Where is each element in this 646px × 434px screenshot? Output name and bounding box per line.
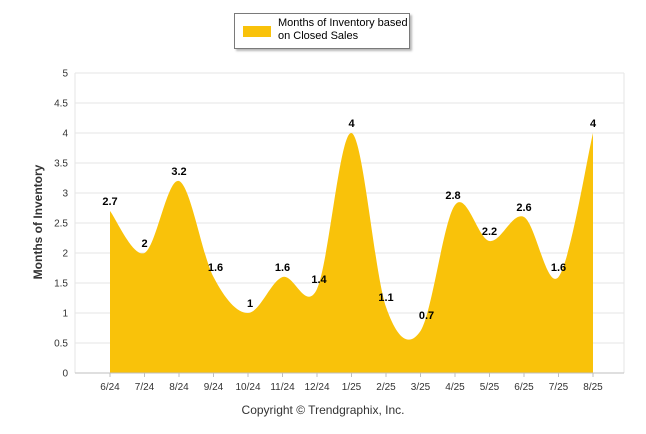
x-tick-label: 2/25: [376, 382, 396, 393]
y-axis-label: Months of Inventory: [31, 164, 45, 279]
data-label: 3.2: [171, 166, 186, 178]
y-tick-label: 3.5: [54, 159, 68, 170]
data-label: 1.6: [551, 262, 566, 274]
x-tick-label: 6/25: [514, 382, 534, 393]
data-label: 1.1: [378, 292, 393, 304]
data-label: 2: [141, 238, 147, 250]
data-label: 1.6: [208, 262, 223, 274]
x-tick-label: 3/25: [411, 382, 431, 393]
data-label: 2.8: [445, 190, 460, 202]
x-tick-label: 5/25: [480, 382, 500, 393]
y-tick-label: 0: [62, 369, 68, 380]
data-label: 0.7: [419, 310, 434, 322]
data-labels: 2.7 2 3.2 1.6 1 1.6 1.4 4 1.1 0.7 2.8 2.2 2.6 1.6 4: [102, 118, 597, 322]
legend: Months of Inventory based on Closed Sale…: [234, 13, 410, 49]
x-tick-label: 12/24: [304, 382, 329, 393]
copyright-text: Copyright © Trendgraphix, Inc.: [241, 403, 405, 417]
series-area: [110, 132, 593, 373]
y-tick-label: 5: [62, 69, 68, 80]
y-tick-label: 1: [62, 309, 68, 320]
data-label: 2.6: [516, 202, 531, 214]
x-tick-label: 1/25: [342, 382, 362, 393]
y-tick-label: 0.5: [54, 339, 68, 350]
y-tick-label: 2.5: [54, 219, 68, 230]
data-label: 1.6: [275, 262, 290, 274]
x-axis-ticks: 6/24 7/24 8/24 9/24 10/24 11/24 12/24 1/25 2/25 3…: [100, 373, 603, 393]
x-tick-label: 9/24: [204, 382, 224, 393]
y-tick-label: 4.5: [54, 99, 68, 110]
x-tick-label: 4/25: [445, 382, 465, 393]
x-tick-label: 7/24: [135, 382, 155, 393]
data-label: 1: [247, 298, 253, 310]
data-label: 1.4: [311, 274, 327, 286]
data-label: 2.7: [102, 196, 117, 208]
x-tick-label: 8/25: [583, 382, 603, 393]
x-tick-label: 6/24: [100, 382, 120, 393]
data-label: 2.2: [482, 226, 497, 238]
x-tick-label: 11/24: [270, 382, 295, 393]
y-tick-label: 3: [62, 189, 68, 200]
x-tick-label: 7/25: [549, 382, 569, 393]
y-axis-ticks: 0 0.5 1 1.5 2 2.5 3 3.5 4 4.5 5: [54, 69, 68, 380]
legend-label: Months of Inventory based on Closed Sale…: [278, 17, 408, 42]
x-tick-label: 10/24: [235, 382, 260, 393]
data-label: 4: [590, 118, 597, 130]
y-tick-label: 4: [62, 129, 68, 140]
data-label: 4: [348, 118, 355, 130]
y-tick-label: 2: [62, 249, 68, 260]
legend-swatch: [243, 26, 271, 37]
y-tick-label: 1.5: [54, 279, 68, 290]
x-tick-label: 8/24: [169, 382, 189, 393]
